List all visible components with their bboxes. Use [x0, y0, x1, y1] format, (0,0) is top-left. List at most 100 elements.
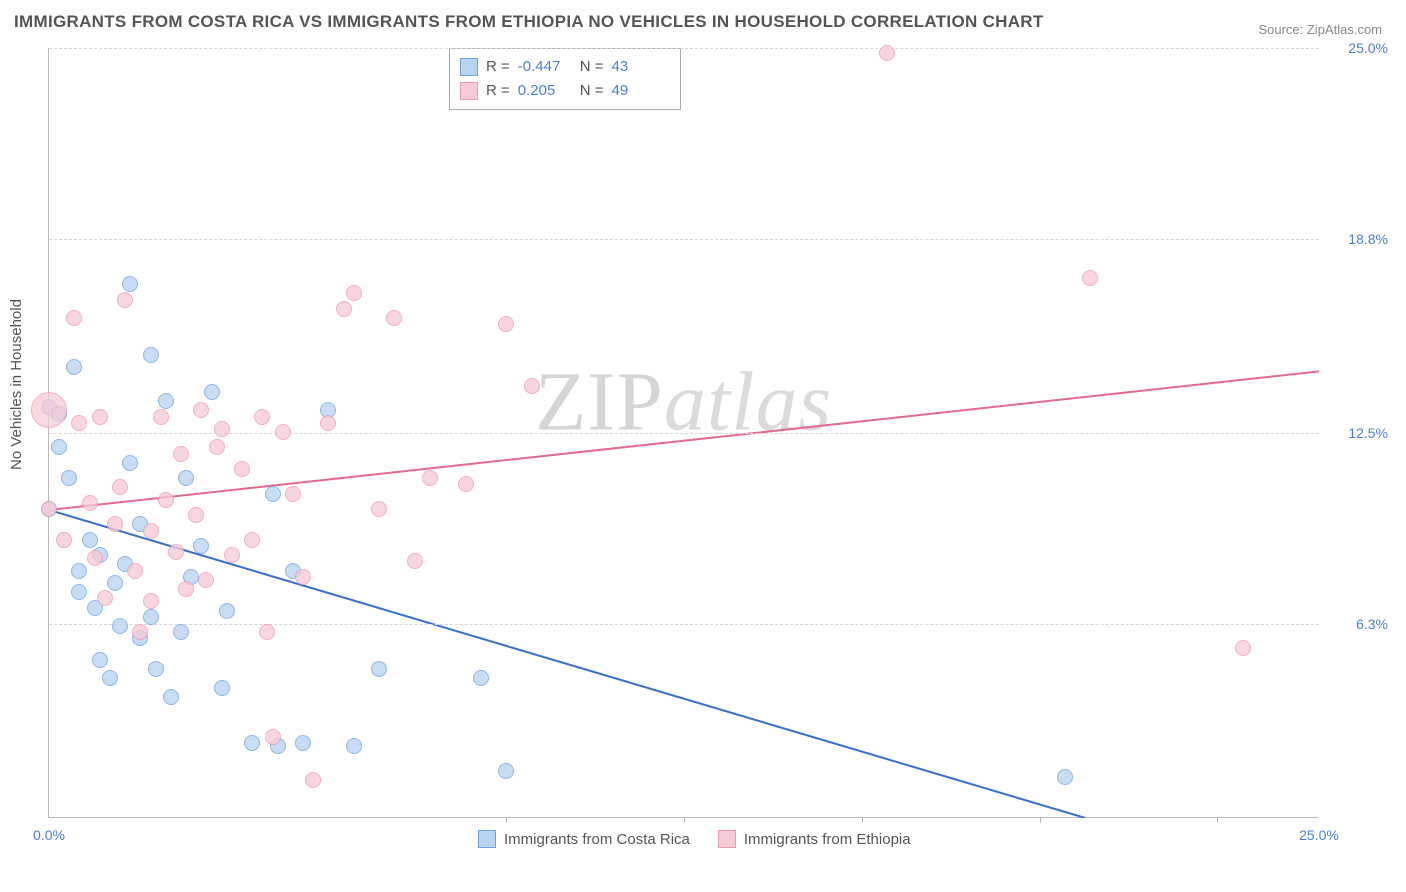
scatter-point	[153, 409, 169, 425]
r-label: R =	[486, 79, 510, 103]
scatter-point	[422, 470, 438, 486]
legend-label: Immigrants from Ethiopia	[744, 831, 911, 848]
chart-title: IMMIGRANTS FROM COSTA RICA VS IMMIGRANTS…	[14, 12, 1044, 32]
scatter-point	[498, 763, 514, 779]
scatter-point	[51, 439, 67, 455]
scatter-point	[71, 415, 87, 431]
scatter-point	[346, 738, 362, 754]
x-tick	[684, 817, 685, 823]
scatter-point	[285, 486, 301, 502]
legend-item: Immigrants from Ethiopia	[718, 830, 911, 848]
scatter-point	[371, 501, 387, 517]
scatter-point	[209, 439, 225, 455]
scatter-point	[173, 446, 189, 462]
scatter-point	[204, 384, 220, 400]
scatter-point	[224, 547, 240, 563]
scatter-point	[234, 461, 250, 477]
scatter-point	[92, 652, 108, 668]
n-label: N =	[580, 79, 604, 103]
scatter-point	[458, 476, 474, 492]
scatter-point	[219, 603, 235, 619]
series-swatch	[460, 58, 478, 76]
legend-swatch	[718, 830, 736, 848]
scatter-point	[214, 421, 230, 437]
scatter-point	[188, 507, 204, 523]
stats-box: R =-0.447N =43R =0.205N =49	[449, 48, 681, 110]
scatter-point	[71, 563, 87, 579]
scatter-point	[112, 618, 128, 634]
y-axis-label: No Vehicles in Household	[8, 299, 25, 470]
scatter-point	[148, 661, 164, 677]
gridline	[49, 433, 1319, 434]
x-tick	[1040, 817, 1041, 823]
scatter-point	[173, 624, 189, 640]
scatter-point	[214, 680, 230, 696]
scatter-point	[66, 359, 82, 375]
scatter-point	[879, 45, 895, 61]
scatter-point	[295, 569, 311, 585]
scatter-point	[178, 470, 194, 486]
scatter-point	[82, 532, 98, 548]
scatter-point	[305, 772, 321, 788]
scatter-point	[41, 501, 57, 517]
scatter-point	[107, 516, 123, 532]
scatter-point	[71, 584, 87, 600]
scatter-point	[143, 593, 159, 609]
y-tick-label: 12.5%	[1328, 425, 1388, 441]
scatter-point	[1057, 769, 1073, 785]
scatter-point	[132, 624, 148, 640]
scatter-point	[346, 285, 362, 301]
scatter-point	[97, 590, 113, 606]
scatter-point	[524, 378, 540, 394]
stats-row: R = 0.205 N = 49	[460, 79, 666, 103]
scatter-point	[265, 729, 281, 745]
legend-label: Immigrants from Costa Rica	[504, 831, 690, 848]
scatter-point	[498, 316, 514, 332]
scatter-point	[112, 479, 128, 495]
scatter-point	[178, 581, 194, 597]
scatter-point	[265, 486, 281, 502]
scatter-point	[87, 550, 103, 566]
scatter-point	[407, 553, 423, 569]
series-swatch	[460, 82, 478, 100]
scatter-point	[386, 310, 402, 326]
r-value: -0.447	[518, 55, 572, 79]
scatter-point	[122, 455, 138, 471]
scatter-point	[1235, 640, 1251, 656]
scatter-point	[244, 532, 260, 548]
scatter-point	[143, 609, 159, 625]
watermark: ZIPatlas	[535, 353, 832, 450]
legend-item: Immigrants from Costa Rica	[478, 830, 690, 848]
scatter-point	[143, 347, 159, 363]
scatter-point	[66, 310, 82, 326]
stats-row: R =-0.447N =43	[460, 55, 666, 79]
scatter-point	[1082, 270, 1098, 286]
correlation-chart: ZIPatlas R =-0.447N =43R =0.205N =49 6.3…	[48, 48, 1388, 848]
scatter-point	[158, 393, 174, 409]
scatter-point	[259, 624, 275, 640]
n-value: 49	[612, 79, 666, 103]
scatter-point	[61, 470, 77, 486]
scatter-point-large	[31, 392, 67, 428]
y-tick-label: 25.0%	[1328, 40, 1388, 56]
r-value: 0.205	[518, 79, 572, 103]
scatter-point	[117, 292, 133, 308]
n-label: N =	[580, 55, 604, 79]
x-tick	[1217, 817, 1218, 823]
trend-line	[49, 371, 1319, 510]
scatter-point	[193, 538, 209, 554]
scatter-point	[275, 424, 291, 440]
scatter-point	[473, 670, 489, 686]
scatter-point	[254, 409, 270, 425]
scatter-point	[336, 301, 352, 317]
source-label: Source: ZipAtlas.com	[1258, 22, 1382, 37]
r-label: R =	[486, 55, 510, 79]
x-tick-label: 0.0%	[33, 827, 65, 843]
scatter-point	[107, 575, 123, 591]
scatter-point	[82, 495, 98, 511]
scatter-point	[163, 689, 179, 705]
scatter-point	[102, 670, 118, 686]
scatter-point	[168, 544, 184, 560]
bottom-legend: Immigrants from Costa Rica Immigrants fro…	[478, 830, 911, 848]
gridline	[49, 624, 1319, 625]
